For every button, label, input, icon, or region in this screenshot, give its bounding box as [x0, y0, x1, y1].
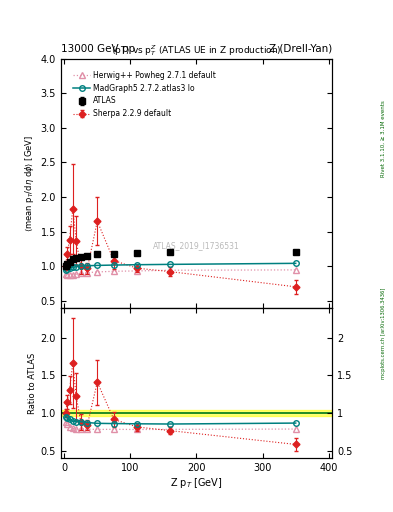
MadGraph5 2.7.2.atlas3 lo	[112, 262, 116, 268]
Herwig++ Powheg 2.7.1 default	[63, 271, 68, 278]
MadGraph5 2.7.2.atlas3 lo	[63, 266, 68, 272]
MadGraph5 2.7.2.atlas3 lo	[85, 263, 90, 269]
Herwig++ Powheg 2.7.1 default	[112, 268, 116, 274]
Herwig++ Powheg 2.7.1 default	[70, 272, 75, 278]
Text: Rivet 3.1.10, ≥ 3.1M events: Rivet 3.1.10, ≥ 3.1M events	[381, 100, 386, 177]
Herwig++ Powheg 2.7.1 default	[95, 269, 100, 275]
MadGraph5 2.7.2.atlas3 lo	[293, 260, 298, 266]
Title: $\langle$pT$\rangle$ vs p$_T^Z$ (ATLAS UE in Z production): $\langle$pT$\rangle$ vs p$_T^Z$ (ATLAS U…	[111, 43, 282, 58]
Herwig++ Powheg 2.7.1 default	[293, 267, 298, 273]
Herwig++ Powheg 2.7.1 default	[78, 270, 83, 276]
Herwig++ Powheg 2.7.1 default	[85, 270, 90, 276]
Y-axis label: $\langle$mean p$_T$/d$\eta$ d$\phi\rangle$ [GeV]: $\langle$mean p$_T$/d$\eta$ d$\phi\rangl…	[24, 135, 37, 232]
Legend: Herwig++ Powheg 2.7.1 default, MadGraph5 2.7.2.atlas3 lo, ATLAS, Sherpa 2.2.9 de: Herwig++ Powheg 2.7.1 default, MadGraph5…	[70, 68, 219, 121]
Herwig++ Powheg 2.7.1 default	[168, 267, 173, 273]
Line: MadGraph5 2.7.2.atlas3 lo: MadGraph5 2.7.2.atlas3 lo	[63, 261, 299, 272]
MadGraph5 2.7.2.atlas3 lo	[78, 263, 83, 269]
Bar	[61, 411, 332, 416]
Text: mcplots.cern.ch [arXiv:1306.3436]: mcplots.cern.ch [arXiv:1306.3436]	[381, 287, 386, 378]
Herwig++ Powheg 2.7.1 default	[135, 268, 140, 274]
MadGraph5 2.7.2.atlas3 lo	[135, 262, 140, 268]
Herwig++ Powheg 2.7.1 default	[67, 272, 72, 278]
X-axis label: Z p$_T$ [GeV]: Z p$_T$ [GeV]	[170, 476, 223, 490]
Herwig++ Powheg 2.7.1 default	[74, 271, 79, 278]
MadGraph5 2.7.2.atlas3 lo	[95, 262, 100, 268]
Herwig++ Powheg 2.7.1 default	[65, 272, 70, 278]
MadGraph5 2.7.2.atlas3 lo	[168, 261, 173, 267]
MadGraph5 2.7.2.atlas3 lo	[67, 265, 72, 271]
Text: 13000 GeV pp: 13000 GeV pp	[61, 44, 135, 54]
Text: ATLAS_2019_I1736531: ATLAS_2019_I1736531	[153, 241, 240, 250]
Text: Z (Drell-Yan): Z (Drell-Yan)	[269, 44, 332, 54]
Y-axis label: Ratio to ATLAS: Ratio to ATLAS	[28, 352, 37, 414]
Line: Herwig++ Powheg 2.7.1 default: Herwig++ Powheg 2.7.1 default	[63, 267, 299, 278]
MadGraph5 2.7.2.atlas3 lo	[74, 264, 79, 270]
MadGraph5 2.7.2.atlas3 lo	[65, 266, 70, 272]
MadGraph5 2.7.2.atlas3 lo	[70, 264, 75, 270]
